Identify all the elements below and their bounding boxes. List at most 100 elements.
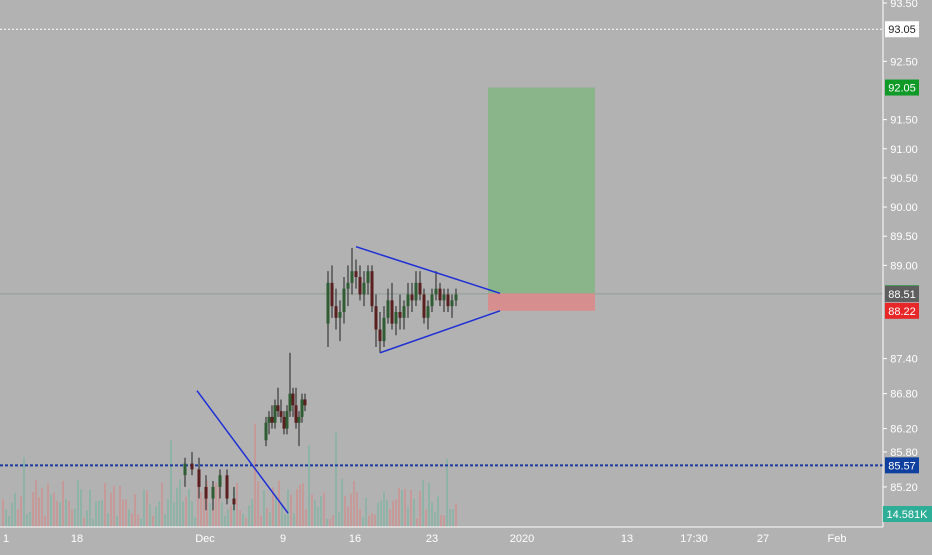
volume-bar — [182, 501, 184, 527]
volume-bar — [404, 488, 406, 527]
volume-bar — [2, 499, 4, 527]
profit-zone — [488, 87, 595, 294]
volume-bar — [272, 487, 274, 527]
candle-body — [398, 311, 402, 318]
volume-bar — [290, 494, 292, 527]
volume-tag-box — [883, 506, 932, 522]
price-tag-box — [885, 302, 919, 319]
volume-bar — [248, 505, 250, 527]
time-tick-label: 9 — [280, 533, 286, 545]
volume-bar — [239, 510, 241, 527]
volume-bar — [215, 482, 217, 527]
volume-bar — [143, 489, 145, 527]
volume-bar — [434, 512, 436, 527]
candle-early-body — [232, 498, 236, 505]
volume-bar — [296, 488, 298, 527]
candle-mid-body — [273, 405, 277, 423]
volume-bar — [437, 495, 439, 527]
volume-bar — [416, 518, 418, 527]
candlesticks — [183, 247, 458, 511]
volume-bar — [371, 513, 373, 527]
volume-bar — [314, 500, 316, 527]
candle-body — [442, 294, 446, 301]
time-tick-label: 13 — [621, 533, 633, 545]
candle-body — [338, 311, 342, 318]
volume-bar — [56, 500, 58, 527]
volume-bar — [269, 512, 271, 527]
candle-early-body — [197, 469, 201, 487]
volume-bar — [329, 518, 331, 527]
downtrend-line — [196, 390, 289, 514]
candle-mid-body — [300, 399, 304, 417]
volume-bar — [176, 487, 178, 527]
price-tag-box — [885, 79, 919, 96]
volume-bar — [41, 488, 43, 527]
volume-bar — [341, 479, 343, 527]
price-tick-label: 90.00 — [890, 202, 918, 214]
candle-early-body — [225, 475, 229, 499]
candle-body — [438, 288, 442, 301]
candle-mid-body — [285, 411, 289, 429]
volume-bar — [188, 488, 190, 527]
volume-bars — [2, 423, 457, 527]
candle-body — [362, 282, 366, 295]
volume-bar — [98, 500, 100, 527]
volume-bar — [194, 516, 196, 527]
volume-bar — [65, 499, 67, 527]
volume-bar — [47, 483, 49, 527]
volume-bar — [161, 482, 163, 527]
candle-body — [426, 306, 430, 318]
volume-bar — [68, 500, 70, 527]
time-tick-label: 16 — [349, 533, 361, 545]
time-axis[interactable]: 1 18 Dec 9 16 23 2020 13 17:30 27 Feb — [0, 526, 932, 550]
price-tick-label: 87.40 — [890, 354, 918, 366]
long-position-tool[interactable] — [488, 87, 595, 311]
time-axis-background — [0, 527, 932, 550]
price-tick-label: 89.00 — [890, 260, 918, 272]
volume-bar — [383, 492, 385, 527]
volume-bar — [152, 515, 154, 527]
volume-bar — [212, 509, 214, 527]
volume-bar — [137, 514, 139, 527]
volume-bar — [113, 485, 115, 527]
volume-bar — [119, 485, 121, 527]
volume-bar — [266, 507, 268, 527]
candle-body — [382, 317, 386, 342]
candle-mid-body — [276, 405, 280, 412]
candle-body — [450, 300, 454, 307]
volume-bar — [62, 480, 64, 527]
volume-bar — [317, 506, 319, 527]
volume-bar — [155, 506, 157, 527]
price-axis[interactable]: 93.50 92.50 91.50 91.00 90.50 90.00 89.50 89.00… — [882, 0, 932, 550]
candle-mid-body — [282, 416, 286, 429]
volume-bar — [44, 515, 46, 527]
volume-bar — [200, 491, 202, 527]
volume-bar — [293, 513, 295, 527]
volume-bar — [125, 499, 127, 527]
volume-bar — [146, 490, 148, 527]
volume-bar — [53, 492, 55, 527]
volume-bar — [326, 518, 328, 527]
candle-body — [386, 300, 390, 318]
volume-bar — [170, 440, 172, 527]
price-tag-label: 92.05 — [888, 83, 916, 95]
volume-bar — [236, 482, 238, 527]
volume-bar — [11, 502, 13, 527]
candle-early-body — [183, 463, 187, 476]
drawings[interactable] — [196, 245, 501, 514]
candle-early-body — [204, 486, 208, 499]
volume-bar — [101, 500, 103, 527]
candle-early-body — [218, 475, 222, 487]
candle-body — [406, 294, 410, 307]
volume-bar — [284, 514, 286, 527]
volume-bar — [440, 515, 442, 527]
volume-bar — [95, 501, 97, 527]
volume-bar — [443, 515, 445, 527]
volume-bar — [173, 502, 175, 527]
volume-bar — [23, 456, 25, 527]
volume-bar — [158, 501, 160, 527]
candle-body — [410, 294, 414, 301]
volume-bar — [59, 502, 61, 527]
